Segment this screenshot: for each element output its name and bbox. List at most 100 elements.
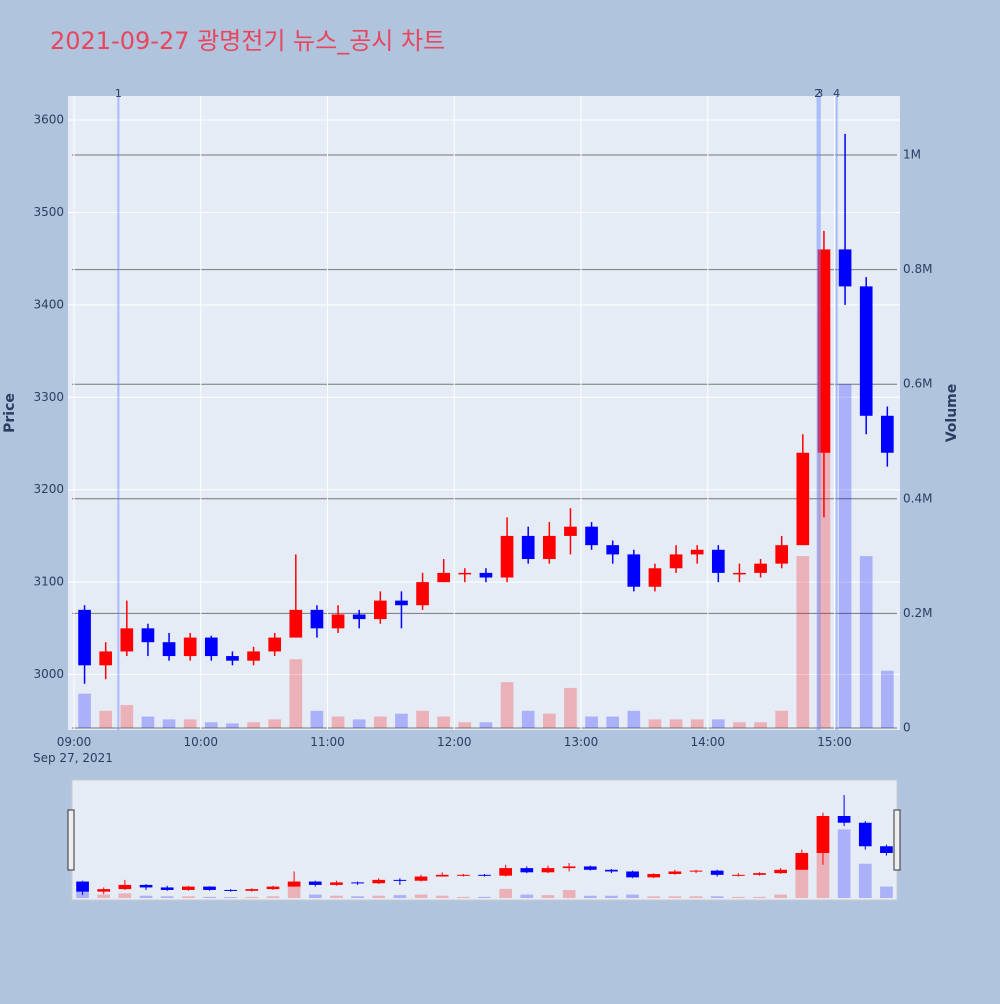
mini-candle-body xyxy=(880,846,893,853)
candle-body xyxy=(289,609,303,638)
volume-bar xyxy=(120,705,134,728)
volume-bar xyxy=(331,716,345,728)
mini-volume-bar xyxy=(689,896,703,898)
candle-body xyxy=(226,656,239,661)
candle-body xyxy=(859,286,873,416)
y-tick-label: 3000 xyxy=(33,667,64,681)
volume-bar xyxy=(352,719,366,728)
plot-area xyxy=(68,96,900,730)
candle-body xyxy=(564,526,577,536)
range-handle[interactable] xyxy=(67,809,75,871)
candle-body xyxy=(754,563,767,573)
mini-candle-body xyxy=(139,884,153,888)
y-axis-label: Price xyxy=(2,393,18,433)
mini-volume-bar xyxy=(97,894,111,898)
mini-candle-body xyxy=(626,871,639,878)
mini-candle-body xyxy=(266,886,280,890)
event-label: 4 xyxy=(833,87,840,100)
mini-volume-bar xyxy=(372,895,386,898)
volume-bar xyxy=(78,693,91,728)
volume-bar xyxy=(310,710,324,728)
mini-volume-bar xyxy=(182,896,195,898)
y-tick-label: 3500 xyxy=(33,205,64,219)
mini-volume-bar xyxy=(583,895,597,898)
mini-volume-bar xyxy=(520,894,534,898)
y-tick-label: 3300 xyxy=(33,390,64,404)
mini-volume-bar xyxy=(837,829,851,898)
y2-tick-label: 0.2M xyxy=(903,606,932,620)
mini-volume-bar xyxy=(118,893,132,898)
mini-candle-body xyxy=(732,874,745,876)
volume-bar xyxy=(183,719,197,728)
mini-volume-bar xyxy=(351,896,364,898)
mini-candle-body xyxy=(457,874,470,876)
volume-bar xyxy=(754,722,767,728)
y-tick-label: 3600 xyxy=(33,113,64,127)
mini-volume-bar xyxy=(245,896,259,898)
event-label: 2 xyxy=(814,87,821,100)
mini-candle-body xyxy=(816,816,830,853)
mini-candle-body xyxy=(97,889,111,892)
candle-body xyxy=(141,628,155,643)
candle-body xyxy=(711,549,725,573)
volume-bar xyxy=(690,719,704,728)
mini-candle-body xyxy=(837,816,851,823)
candle-body xyxy=(648,568,662,587)
candle-body xyxy=(627,554,641,587)
mini-volume-bar xyxy=(203,896,216,898)
volume-bar xyxy=(733,722,746,728)
y-tick-label: 3200 xyxy=(33,482,64,496)
mini-candle-body xyxy=(245,889,259,891)
range-slider[interactable] xyxy=(71,779,898,901)
y-tick-label: 3100 xyxy=(33,575,64,589)
candle-body xyxy=(120,628,134,652)
y2-tick-label: 1M xyxy=(903,148,921,162)
mini-candle-body xyxy=(583,866,597,870)
mini-volume-bar xyxy=(562,890,576,898)
volume-bar xyxy=(542,713,556,728)
mini-candle-body xyxy=(605,869,618,872)
mini-volume-bar xyxy=(605,895,618,898)
mini-candle-body xyxy=(668,871,682,874)
candle-body xyxy=(437,572,451,583)
mini-candle-body xyxy=(76,881,89,892)
volume-bar xyxy=(711,719,725,728)
volume-bar xyxy=(99,710,113,728)
mini-candle-body xyxy=(520,868,534,873)
candle-body xyxy=(796,452,810,546)
candle-body xyxy=(775,545,789,564)
candle-body xyxy=(373,600,387,620)
candle-body xyxy=(585,526,598,546)
mini-volume-bar xyxy=(647,896,661,898)
mini-volume-bar xyxy=(139,895,153,898)
x-date-label: Sep 27, 2021 xyxy=(33,751,113,765)
y2-tick-label: 0.8M xyxy=(903,262,932,276)
volume-bar xyxy=(775,710,789,728)
mini-candle-body xyxy=(203,886,216,890)
mini-candle-body xyxy=(118,884,132,890)
mini-candle-body xyxy=(753,873,766,875)
mini-volume-bar xyxy=(457,896,470,898)
candle-body xyxy=(500,535,514,578)
mini-candle-body xyxy=(858,822,872,847)
volume-bar xyxy=(500,682,514,728)
event-label: 3 xyxy=(816,87,823,100)
range-handle[interactable] xyxy=(893,809,901,871)
volume-bar xyxy=(416,710,429,728)
candle-body xyxy=(542,535,556,560)
mini-candle-body xyxy=(710,870,724,875)
candle-body xyxy=(838,249,852,287)
candle-body xyxy=(78,609,91,666)
candle-body xyxy=(310,609,324,629)
mini-candle-body xyxy=(541,868,555,873)
mini-volume-bar xyxy=(330,895,343,898)
mini-candle-body xyxy=(689,870,703,872)
mini-candle-body xyxy=(499,868,512,876)
volume-bar xyxy=(226,723,239,728)
y2-tick-label: 0 xyxy=(903,721,911,735)
candle-body xyxy=(416,582,429,606)
mini-candle-body xyxy=(308,881,322,885)
mini-volume-bar xyxy=(287,884,301,898)
candle-body xyxy=(733,572,746,575)
